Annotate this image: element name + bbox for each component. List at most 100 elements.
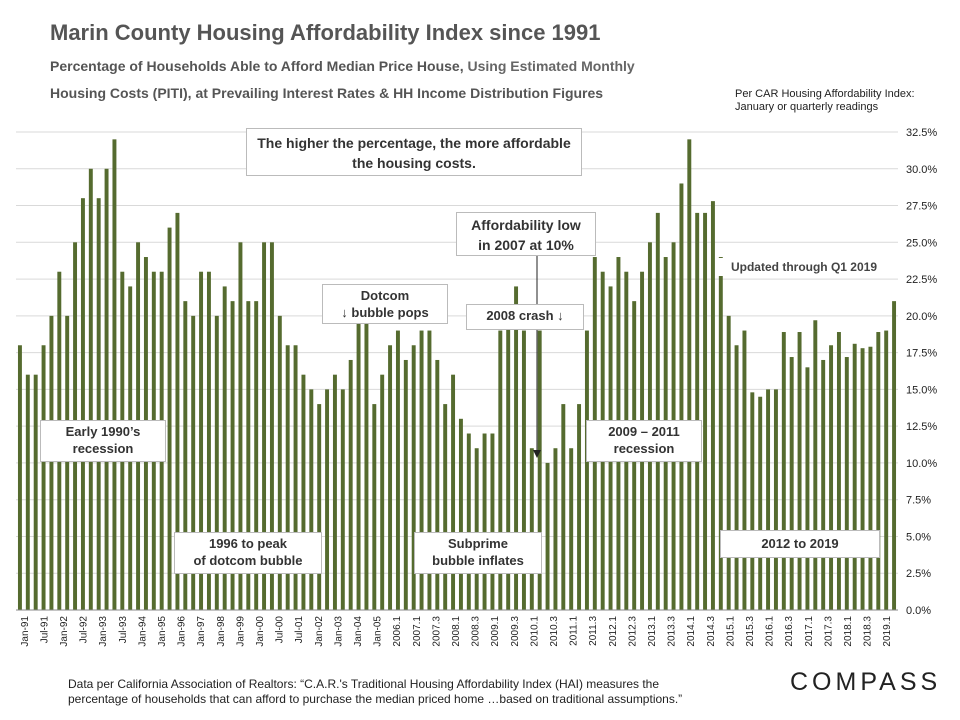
bar [498,330,503,610]
x-tick-label: Jan-99 [235,616,246,647]
x-tick-label: 2011.1 [569,616,580,646]
x-tick-label: Jan-93 [98,616,109,647]
x-tick-label: 2019.1 [882,616,893,647]
bar [876,332,881,610]
annotation-1996-peak: 1996 to peak of dotcom bubble [174,532,322,574]
x-tick-label: 2011.3 [588,616,599,646]
annotation-2009-2011-line2: recession [613,441,675,456]
x-tick-label: 2014.3 [706,616,717,647]
x-tick-label: Jul-91 [39,616,50,644]
bar [96,198,101,610]
bar [734,345,739,610]
bar [521,330,526,610]
y-tick-label: 20.0% [906,311,937,323]
bar [553,448,558,610]
x-tick-label: Jan-03 [333,616,344,647]
bar [33,374,38,610]
annotation-updated: Updated through Q1 2019 [716,258,892,276]
x-tick-label: 2016.1 [765,616,776,647]
y-tick-label: 25.0% [906,237,937,249]
bar [183,301,188,610]
bar [419,330,424,610]
bar [836,332,841,610]
x-tick-label: Jan-95 [157,616,168,647]
annotation-1996-peak-line1: 1996 to peak [208,536,288,551]
bar [340,389,345,610]
bar [230,301,235,610]
low-arrow-head [533,450,541,458]
bar [435,359,440,610]
bar [789,357,794,610]
x-tick-label: Jan-04 [353,616,364,647]
x-tick-label: Jul-00 [275,616,286,644]
x-tick-label: Jan-96 [177,616,188,647]
x-tick-label: 2008.3 [471,616,482,647]
bar [191,315,196,610]
y-tick-label: 32.5% [906,127,937,139]
x-tick-label: Jul-01 [294,616,305,644]
bar [285,345,290,610]
annotation-subprime: Subprime bubble inflates [414,532,542,574]
bar [411,345,416,610]
bar [293,345,298,610]
x-tick-label: Jan-98 [216,616,227,647]
bar [860,348,865,610]
y-tick-label: 2.5% [906,568,931,580]
bar [766,389,771,610]
bar [813,320,818,610]
bar [458,418,463,610]
x-tick-label: 2013.1 [647,616,658,647]
x-tick-label: Jul-92 [79,616,90,644]
x-tick-label: 2013.3 [667,616,678,647]
bar [655,212,660,610]
annotation-2009-2011-line1: 2009 – 2011 [608,424,680,439]
bar [277,315,282,610]
bar [561,404,566,610]
bar [514,286,519,610]
bar [222,286,227,610]
bar [395,330,400,610]
annotation-low-2007-line2: in 2007 at 10% [478,237,574,253]
bar [726,315,731,610]
x-tick-label: 2007.1 [412,616,423,647]
bar [829,345,834,610]
bar [695,212,700,610]
x-tick-label: Jan-92 [59,616,70,647]
bar [41,345,46,610]
annotation-early-1990s: Early 1990’s recession [40,420,166,462]
bar [80,198,85,610]
bar [443,404,448,610]
bar [112,139,117,610]
bar [482,433,487,610]
x-tick-label: 2015.3 [745,616,756,647]
x-tick-label: 2010.1 [529,616,540,647]
bar [892,301,897,610]
footer-line1: Data per California Association of Realt… [68,677,660,691]
chart-title: Marin County Housing Affordability Index… [50,20,601,45]
bar [427,330,432,610]
x-tick-label: 2017.3 [823,616,834,647]
x-tick-label: 2009.1 [490,616,501,647]
bar [317,404,322,610]
bar [17,345,22,610]
bar [325,389,330,610]
y-tick-label: 5.0% [906,531,931,543]
bar [529,448,534,610]
bar [844,357,849,610]
y-tick-label: 15.0% [906,384,937,396]
bar [545,462,550,610]
annotation-early-1990s-line1: Early 1990’s [65,424,141,439]
annotation-2008-crash: 2008 crash ↓ [466,304,584,330]
bar [821,359,826,610]
bar [65,315,70,610]
bar [269,242,274,610]
bar [175,212,180,610]
annotation-subprime-line1: Subprime [448,536,508,551]
bar [537,330,542,610]
y-tick-label: 27.5% [906,201,937,213]
annotation-subprime-line2: bubble inflates [432,553,524,568]
bar [569,448,574,610]
bar [167,227,172,610]
x-tick-label: Jan-05 [373,616,384,647]
